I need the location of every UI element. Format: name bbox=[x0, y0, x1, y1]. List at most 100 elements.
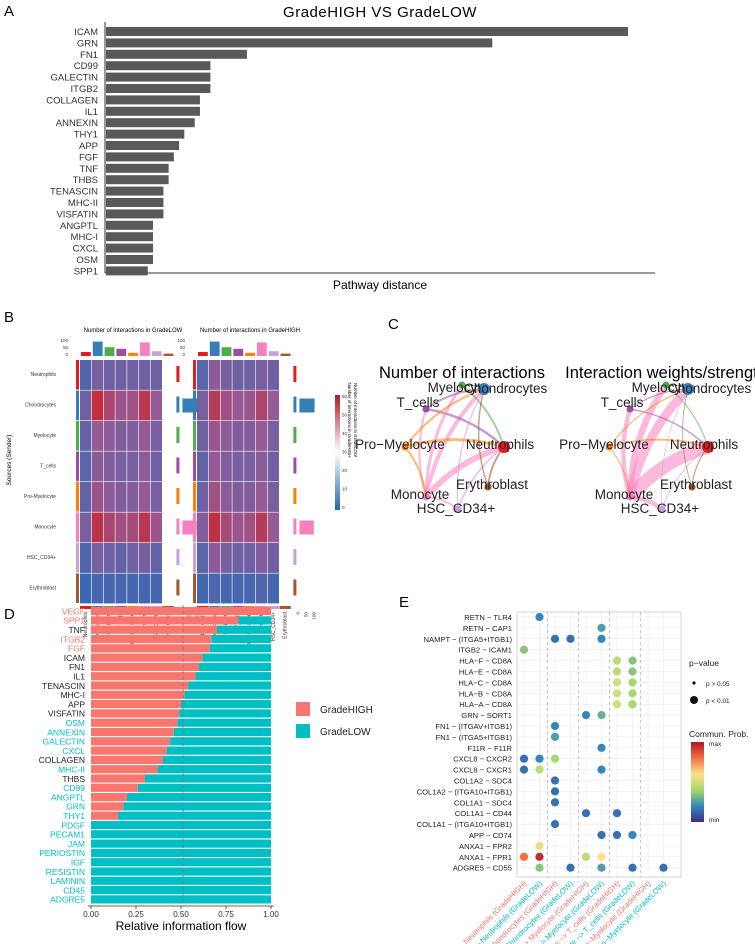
heat-cell-high-chondrocytes-myelocyte bbox=[220, 390, 232, 421]
node-label-weight-t-cells: T_cells bbox=[601, 395, 644, 410]
row-color-low-hsc-cd34 bbox=[76, 543, 79, 573]
side-tick-high-50: 50 bbox=[303, 612, 308, 618]
tick-label-cd99: CD99 bbox=[63, 783, 85, 793]
heat-cell-low-t-cells-pro-myelocyte bbox=[127, 451, 139, 482]
bar-gradelow-cd45 bbox=[91, 886, 271, 895]
bar-gradelow-tnf bbox=[217, 625, 271, 634]
heat-cell-high-erythroblast-myelocyte bbox=[220, 573, 232, 604]
row-color-low-chondrocytes bbox=[76, 390, 79, 420]
top-bar-low-neutrophils bbox=[81, 352, 91, 356]
bar-gradelow-angptl bbox=[127, 793, 271, 802]
col-color-high-erythroblast bbox=[279, 606, 291, 609]
node-weight-monocyte bbox=[626, 493, 634, 501]
row-label-hla-c-cd8a: HLA−C − CD8A bbox=[458, 678, 513, 687]
heat-cell-high-t-cells-monocyte bbox=[256, 451, 268, 482]
row-label-f11r-f11r: F11R − F11R bbox=[467, 744, 512, 753]
node-count-pro-myelocyte bbox=[401, 443, 409, 451]
dot-retn-cap1-5 bbox=[597, 623, 606, 633]
bar-gradelow-pdgf bbox=[91, 820, 271, 830]
heat-cell-high-hsc-cd34-myelocyte bbox=[220, 543, 232, 573]
dot-retn-tlr4-1 bbox=[535, 612, 544, 622]
top-bar-high-pro-myelocyte bbox=[245, 352, 255, 356]
bar-gradehigh-osm bbox=[91, 718, 178, 727]
heat-cell-low-neutrophils-erythroblast bbox=[162, 360, 174, 390]
tick-label-angptl: ANGPTL bbox=[51, 792, 85, 802]
heat-cell-high-t-cells-myelocyte bbox=[220, 451, 232, 482]
bar-gradehigh-mhc-ii bbox=[91, 765, 158, 774]
row-label-hla-b-cd8a: HLA−B − CD8A bbox=[459, 689, 513, 698]
row-label-col1a2-sdc4: COL1A2 − SDC4 bbox=[454, 777, 512, 786]
bar-gradelow-laminin bbox=[91, 876, 271, 885]
tick-label-laminin: LAMININ bbox=[51, 876, 85, 886]
bar-gradehigh-cxcl bbox=[91, 746, 167, 755]
tick-label-visfatin: VISFATIN bbox=[56, 209, 98, 220]
heat-cell-high-neutrophils-hsc-cd34 bbox=[267, 360, 279, 390]
tick-label-vegf: VEGF bbox=[62, 606, 85, 616]
row-label-app-cd74: APP − CD74 bbox=[469, 831, 512, 840]
top-bar-high-neutrophils bbox=[198, 352, 208, 356]
bar-gradelow-galectin bbox=[170, 737, 271, 746]
bar-itgb2 bbox=[106, 84, 211, 93]
heat-cell-low-neutrophils-t-cells bbox=[115, 360, 127, 390]
heat-cell-high-chondrocytes-pro-myelocyte bbox=[244, 390, 256, 421]
dot-nampt-itga5-itgb1-2 bbox=[550, 634, 560, 643]
bar-spp1 bbox=[106, 266, 148, 276]
tick-label-annexin: ANNEXIN bbox=[47, 727, 85, 737]
row-marker-high-pro-myelocyte bbox=[293, 488, 297, 504]
node-label-weight-erythroblast: Erythroblast bbox=[660, 477, 732, 492]
legend-prob-colorbar bbox=[691, 742, 704, 822]
dot-hla-b-cd8a-7 bbox=[628, 689, 637, 698]
bar-gradehigh-itgb2 bbox=[91, 634, 212, 644]
heat-cell-high-erythroblast-pro-myelocyte bbox=[244, 573, 256, 604]
heat-cell-high-erythroblast-chondrocytes bbox=[208, 573, 220, 604]
panel-label-c: C bbox=[388, 316, 399, 333]
heat-cell-low-hsc-cd34-hsc-cd34 bbox=[150, 543, 162, 573]
heat-cell-low-myelocyte-monocyte bbox=[139, 421, 151, 451]
legend-tick-40: 40 bbox=[342, 431, 348, 436]
panel-label-e: E bbox=[399, 594, 409, 611]
col-label-low-erythroblast: Erythroblast bbox=[166, 611, 172, 638]
heat-cell-low-chondrocytes-t-cells bbox=[115, 390, 127, 421]
heatmap-high-title: Number of interactions in GradeHIGH bbox=[200, 328, 300, 334]
tick-label-mhc-i: MHC-I bbox=[71, 232, 98, 243]
node-label-weight-myelocyte: Myelocyte bbox=[632, 380, 693, 395]
row-label-hla-a-cd8a: HLA−A − CD8A bbox=[459, 700, 513, 709]
heat-cell-low-chondrocytes-erythroblast bbox=[162, 390, 174, 421]
heat-cell-low-neutrophils-pro-myelocyte bbox=[127, 360, 139, 390]
bar-gradelow-thbs bbox=[145, 774, 271, 783]
row-label-col1a2-itga10-itgb1: COL1A2 − (ITGA10+ITGB1) bbox=[417, 787, 513, 796]
node-weight-neutrophils bbox=[702, 441, 714, 453]
heat-cell-low-pro-myelocyte-pro-myelocyte bbox=[127, 482, 139, 512]
dot-adgre5-cd55-1 bbox=[535, 863, 544, 872]
top-bar-low-monocyte bbox=[140, 342, 150, 356]
row-color-high-monocyte bbox=[193, 512, 196, 542]
heatmap-low-title: Number of interactions in GradeLOW bbox=[84, 328, 183, 334]
dot-adgre5-cd55-5 bbox=[597, 863, 606, 872]
dot-hla-f-cd8a-6 bbox=[612, 656, 622, 665]
heat-cell-low-myelocyte-myelocyte bbox=[103, 421, 115, 451]
bar-tnf bbox=[106, 163, 169, 173]
row-marker-low-chondrocytes bbox=[176, 396, 180, 413]
node-count-monocyte bbox=[422, 493, 430, 501]
heat-cell-high-neutrophils-myelocyte bbox=[220, 360, 232, 390]
row-marker-high-chondrocytes bbox=[293, 396, 297, 413]
bar-gradelow-collagen bbox=[163, 755, 271, 764]
tick-label-cxcl: CXCL bbox=[62, 746, 85, 756]
heat-cell-high-pro-myelocyte-pro-myelocyte bbox=[244, 482, 256, 512]
legend-tick-10: 10 bbox=[342, 487, 348, 492]
legend-tick-20: 20 bbox=[342, 468, 348, 473]
edge-weight-myelocyte-neutrophils bbox=[665, 384, 709, 448]
dot-col1a1-cd44-4 bbox=[581, 809, 591, 818]
dot-anxa1-fpr1-5 bbox=[597, 852, 606, 861]
dot-cxcl8-cxcr2-1 bbox=[535, 754, 544, 763]
edge-weight-t-cells-neutrophils bbox=[629, 408, 709, 448]
heat-cell-high-monocyte-neutrophils bbox=[197, 512, 209, 543]
dot-itgb2-icam1-0 bbox=[519, 645, 529, 654]
top-bar-high-monocyte bbox=[257, 342, 267, 356]
legend-p-title: p−value bbox=[689, 658, 719, 668]
heat-cell-high-myelocyte-t-cells bbox=[232, 421, 244, 451]
legend-tick-0: 0 bbox=[342, 505, 345, 510]
edge-weight-monocyte-myelocyte bbox=[626, 383, 669, 498]
dot-hla-b-cd8a-6 bbox=[612, 689, 622, 698]
top-bar-low-hsc-cd34 bbox=[151, 351, 162, 356]
